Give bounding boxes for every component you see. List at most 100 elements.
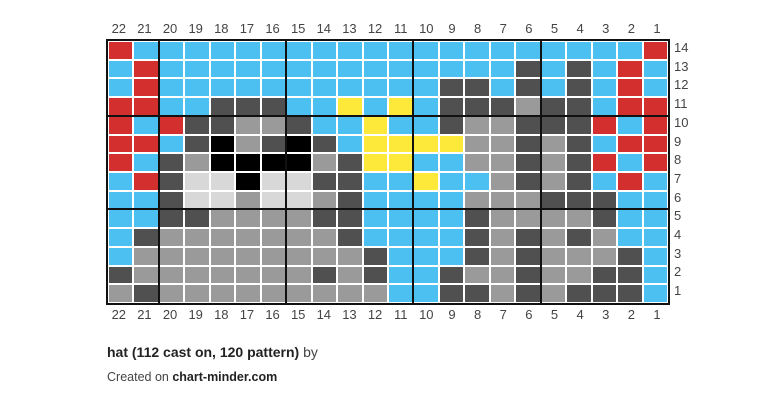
- stitch-cell[interactable]: [337, 134, 363, 154]
- stitch-cell[interactable]: [108, 153, 134, 172]
- stitch-cell[interactable]: [362, 115, 388, 135]
- stitch-cell[interactable]: [489, 153, 516, 172]
- stitch-cell[interactable]: [209, 190, 236, 210]
- stitch-cell[interactable]: [286, 209, 312, 229]
- stitch-cell[interactable]: [388, 41, 414, 60]
- stitch-cell[interactable]: [209, 228, 236, 247]
- stitch-cell[interactable]: [540, 172, 567, 191]
- stitch-cell[interactable]: [515, 209, 541, 229]
- stitch-cell[interactable]: [438, 153, 465, 172]
- stitch-cell[interactable]: [464, 134, 490, 154]
- stitch-cell[interactable]: [260, 284, 287, 303]
- stitch-cell[interactable]: [184, 97, 210, 116]
- stitch-cell[interactable]: [438, 97, 465, 116]
- stitch-cell[interactable]: [591, 190, 618, 210]
- stitch-cell[interactable]: [566, 172, 592, 191]
- stitch-cell[interactable]: [184, 265, 210, 285]
- stitch-cell[interactable]: [617, 134, 643, 154]
- stitch-cell[interactable]: [133, 78, 159, 98]
- stitch-cell[interactable]: [260, 190, 287, 210]
- stitch-cell[interactable]: [438, 284, 465, 303]
- stitch-cell[interactable]: [311, 59, 338, 79]
- stitch-cell[interactable]: [413, 265, 439, 285]
- stitch-cell[interactable]: [413, 59, 439, 79]
- stitch-cell[interactable]: [566, 284, 592, 303]
- stitch-cell[interactable]: [489, 97, 516, 116]
- stitch-cell[interactable]: [260, 78, 287, 98]
- stitch-cell[interactable]: [464, 246, 490, 266]
- stitch-cell[interactable]: [311, 190, 338, 210]
- stitch-cell[interactable]: [260, 246, 287, 266]
- stitch-cell[interactable]: [235, 115, 261, 135]
- stitch-cell[interactable]: [362, 190, 388, 210]
- stitch-cell[interactable]: [642, 172, 668, 191]
- stitch-cell[interactable]: [413, 172, 439, 191]
- stitch-cell[interactable]: [133, 265, 159, 285]
- stitch-cell[interactable]: [158, 134, 185, 154]
- stitch-cell[interactable]: [108, 41, 134, 60]
- stitch-cell[interactable]: [362, 153, 388, 172]
- stitch-cell[interactable]: [362, 228, 388, 247]
- stitch-cell[interactable]: [388, 228, 414, 247]
- stitch-cell[interactable]: [489, 209, 516, 229]
- knitting-chart-grid[interactable]: [106, 39, 670, 305]
- stitch-cell[interactable]: [388, 246, 414, 266]
- stitch-cell[interactable]: [209, 78, 236, 98]
- stitch-cell[interactable]: [337, 59, 363, 79]
- stitch-cell[interactable]: [438, 115, 465, 135]
- stitch-cell[interactable]: [438, 134, 465, 154]
- stitch-cell[interactable]: [209, 284, 236, 303]
- stitch-cell[interactable]: [311, 97, 338, 116]
- stitch-cell[interactable]: [362, 78, 388, 98]
- stitch-cell[interactable]: [362, 134, 388, 154]
- stitch-cell[interactable]: [413, 134, 439, 154]
- stitch-cell[interactable]: [235, 246, 261, 266]
- stitch-cell[interactable]: [286, 284, 312, 303]
- stitch-cell[interactable]: [209, 59, 236, 79]
- stitch-cell[interactable]: [133, 284, 159, 303]
- stitch-cell[interactable]: [413, 97, 439, 116]
- stitch-cell[interactable]: [566, 228, 592, 247]
- stitch-cell[interactable]: [515, 134, 541, 154]
- stitch-cell[interactable]: [540, 97, 567, 116]
- stitch-cell[interactable]: [413, 78, 439, 98]
- stitch-cell[interactable]: [591, 115, 618, 135]
- stitch-cell[interactable]: [438, 59, 465, 79]
- stitch-cell[interactable]: [464, 228, 490, 247]
- stitch-cell[interactable]: [209, 115, 236, 135]
- stitch-cell[interactable]: [642, 209, 668, 229]
- stitch-cell[interactable]: [286, 97, 312, 116]
- stitch-cell[interactable]: [515, 78, 541, 98]
- stitch-cell[interactable]: [515, 246, 541, 266]
- stitch-cell[interactable]: [413, 190, 439, 210]
- stitch-cell[interactable]: [591, 284, 618, 303]
- stitch-cell[interactable]: [158, 172, 185, 191]
- stitch-cell[interactable]: [286, 190, 312, 210]
- stitch-cell[interactable]: [158, 190, 185, 210]
- stitch-cell[interactable]: [617, 59, 643, 79]
- stitch-cell[interactable]: [566, 265, 592, 285]
- stitch-cell[interactable]: [158, 153, 185, 172]
- stitch-cell[interactable]: [260, 228, 287, 247]
- stitch-cell[interactable]: [566, 153, 592, 172]
- stitch-cell[interactable]: [438, 265, 465, 285]
- stitch-cell[interactable]: [158, 97, 185, 116]
- stitch-cell[interactable]: [566, 246, 592, 266]
- stitch-cell[interactable]: [540, 228, 567, 247]
- stitch-cell[interactable]: [362, 246, 388, 266]
- stitch-cell[interactable]: [260, 265, 287, 285]
- stitch-cell[interactable]: [388, 190, 414, 210]
- stitch-cell[interactable]: [388, 153, 414, 172]
- stitch-cell[interactable]: [235, 134, 261, 154]
- stitch-cell[interactable]: [591, 97, 618, 116]
- stitch-cell[interactable]: [566, 78, 592, 98]
- stitch-cell[interactable]: [133, 246, 159, 266]
- stitch-cell[interactable]: [591, 134, 618, 154]
- stitch-cell[interactable]: [108, 265, 134, 285]
- stitch-cell[interactable]: [235, 228, 261, 247]
- stitch-cell[interactable]: [388, 134, 414, 154]
- stitch-cell[interactable]: [438, 209, 465, 229]
- stitch-cell[interactable]: [286, 134, 312, 154]
- stitch-cell[interactable]: [362, 97, 388, 116]
- stitch-cell[interactable]: [133, 172, 159, 191]
